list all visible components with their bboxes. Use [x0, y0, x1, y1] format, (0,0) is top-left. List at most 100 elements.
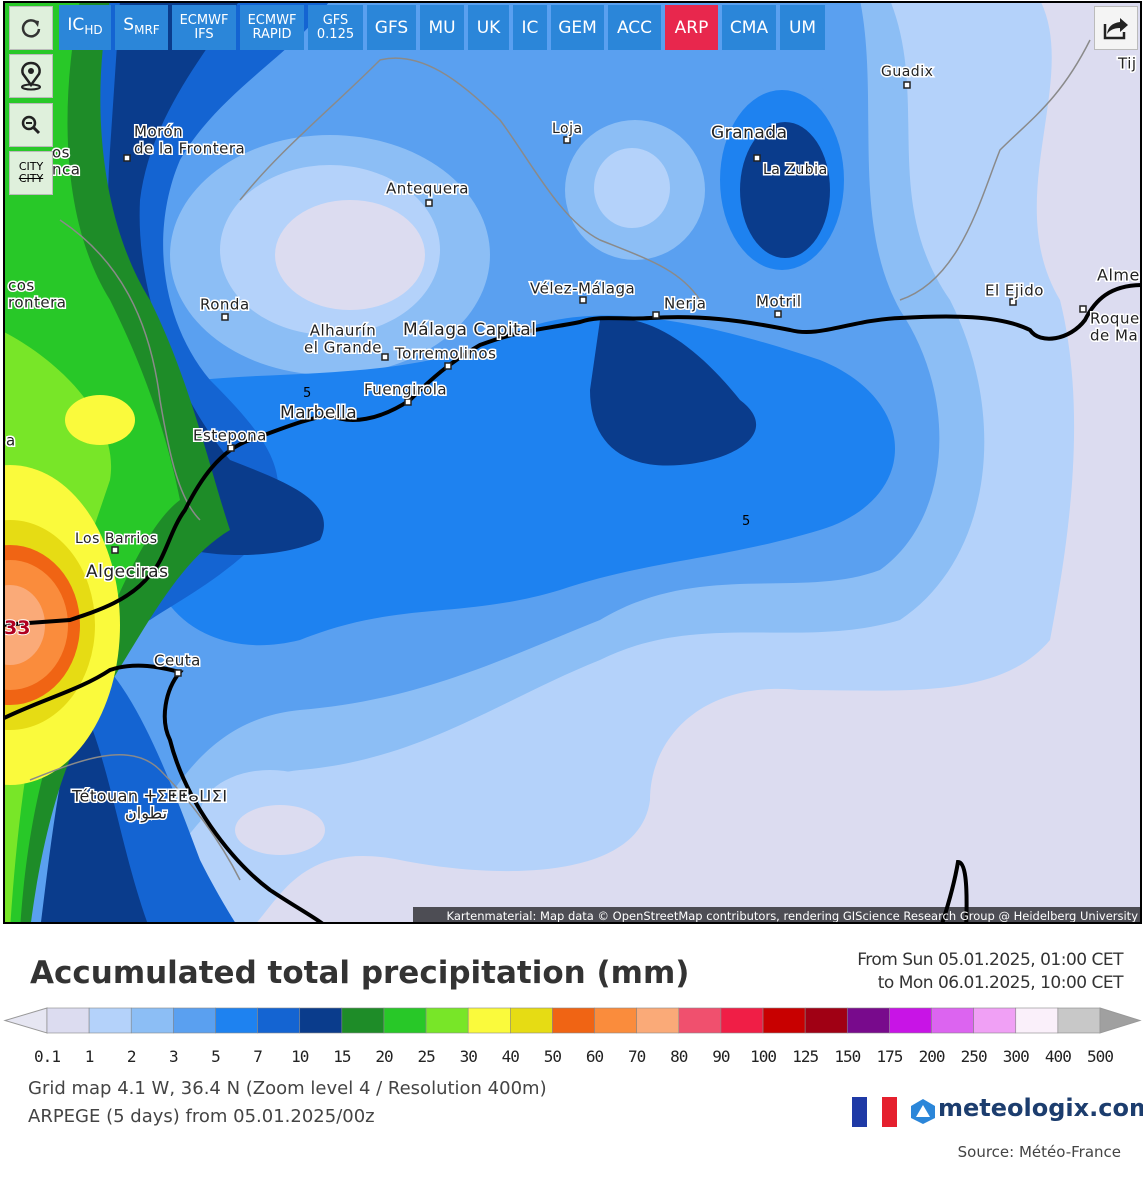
city-name: de la Frontera [134, 140, 245, 158]
legend: 0.1 1 2 3 5 7 10 15 20 25 30 40 50 60 70 80 90 100 125 150 1… [3, 1007, 1142, 1066]
max-value-label: 33 [4, 617, 30, 639]
city-label-off: CITY [18, 172, 44, 185]
city-name: Antequera [386, 180, 469, 198]
brand[interactable]: meteologix.com [938, 1094, 1143, 1122]
title: Accumulated total precipitation (mm) [30, 955, 690, 991]
legend-label: 25 [417, 1047, 435, 1066]
model-button[interactable]: GFS [367, 5, 416, 50]
location-button[interactable] [9, 54, 53, 98]
model-button[interactable]: ICHD [59, 5, 111, 50]
share-button[interactable] [1094, 6, 1138, 50]
city-name: Tétouan ⵜⵉⵟⵟⴰⵡⵉⵏ [71, 787, 228, 806]
model-button[interactable]: CMA [722, 5, 776, 50]
button-label: CMA [729, 17, 769, 38]
city-toggle[interactable]: CITY CITY [9, 151, 53, 195]
borders [29, 39, 1091, 881]
city-dot [753, 154, 761, 162]
info-model: ARPEGE (5 days) from 05.01.2025/00z [28, 1106, 375, 1127]
city-dot [111, 546, 119, 554]
model-button[interactable]: MU [420, 5, 464, 50]
city-name: el Grande [304, 339, 382, 357]
city-name: Tij [1117, 55, 1137, 73]
city-name: Los Barrios [75, 531, 158, 547]
button-label: GFS [374, 17, 409, 38]
city-name: Morón [134, 123, 183, 141]
model-button[interactable]: ECMWF IFS [172, 5, 236, 50]
model-button[interactable]: ACC [608, 5, 661, 50]
pin-icon [21, 61, 41, 91]
city-name: Fuengirola [364, 381, 447, 399]
legend-label: 100 [750, 1047, 776, 1066]
legend-label: 150 [834, 1047, 860, 1066]
model-button[interactable]: UM [780, 5, 825, 50]
zoom-button[interactable] [9, 103, 53, 147]
legend-label: 175 [876, 1047, 902, 1066]
city-dot [174, 669, 182, 677]
legend-swatch [1057, 1007, 1101, 1034]
city-dot [381, 353, 389, 361]
model-button[interactable]: IC [513, 5, 547, 50]
city-name: Nerja [664, 295, 706, 313]
attribution: Kartenmaterial: Map data © OpenStreetMap… [447, 909, 1139, 923]
precip-area [594, 148, 670, 228]
precip-area [235, 805, 325, 855]
legend-label: 7 [253, 1047, 262, 1066]
city-dot [652, 311, 660, 319]
city-name: La Zubia [763, 162, 828, 178]
legend-label: 3 [169, 1047, 178, 1066]
legend-swatch [383, 1007, 427, 1034]
legend-swatch [846, 1007, 890, 1034]
legend-label: 80 [670, 1047, 688, 1066]
button-label: SMRF [123, 15, 160, 38]
legend-label: 70 [628, 1047, 646, 1066]
legend-label: 60 [586, 1047, 604, 1066]
brand-logo [911, 1099, 935, 1124]
model-button[interactable]: SMRF [115, 5, 168, 50]
legend-label: 90 [712, 1047, 730, 1066]
button-label: 0.125 [316, 26, 355, 42]
source: Source: Météo-France [957, 1143, 1121, 1161]
city-name: Marbella [280, 403, 357, 423]
city-dot [1009, 298, 1017, 306]
city-name: de Ma [1090, 327, 1138, 345]
legend-label: 30 [460, 1047, 478, 1066]
city-name: Algeciras [86, 562, 168, 582]
legend-swatch [973, 1007, 1017, 1034]
button-label: UM [788, 17, 817, 38]
button-label: UK [476, 17, 501, 38]
legend-swatch [762, 1007, 806, 1034]
model-button[interactable]: GEM [551, 5, 604, 50]
city-name: a [6, 432, 16, 450]
model-button[interactable]: GFS 0.125 [308, 5, 363, 50]
model-button[interactable]: UK [468, 5, 509, 50]
zoom-icon [21, 115, 41, 135]
legend-label: 20 [375, 1047, 393, 1066]
period-from: From Sun 05.01.2025, 01:00 CET [857, 950, 1123, 970]
legend-swatch [299, 1007, 343, 1034]
button-label: MU [428, 17, 456, 38]
legend-swatch [257, 1007, 301, 1034]
city-label: CITY [18, 160, 44, 173]
legend-label: 10 [291, 1047, 309, 1066]
contour-label: 5 [303, 386, 311, 401]
city-name: Roque [1090, 310, 1140, 328]
model-button[interactable]: ECMWF RAPID [240, 5, 304, 50]
button-label: ACC [616, 17, 653, 38]
legend-swatch [889, 1007, 932, 1034]
city-dot [425, 199, 433, 207]
legend-swatch [678, 1007, 722, 1034]
city-name: Guadix [881, 64, 933, 80]
city-name: os [52, 144, 70, 162]
legend-swatch [552, 1007, 595, 1034]
city-dot [404, 398, 412, 406]
refresh-icon [21, 19, 41, 38]
legend-swatch [1015, 1007, 1059, 1034]
legend-swatch [804, 1007, 848, 1034]
model-button[interactable]: ARP [665, 5, 718, 50]
city-dot [774, 310, 782, 318]
refresh-button[interactable] [9, 6, 53, 50]
city-name: Torremolinos [394, 345, 496, 363]
precip-area [275, 200, 425, 310]
precip-area [65, 395, 135, 445]
